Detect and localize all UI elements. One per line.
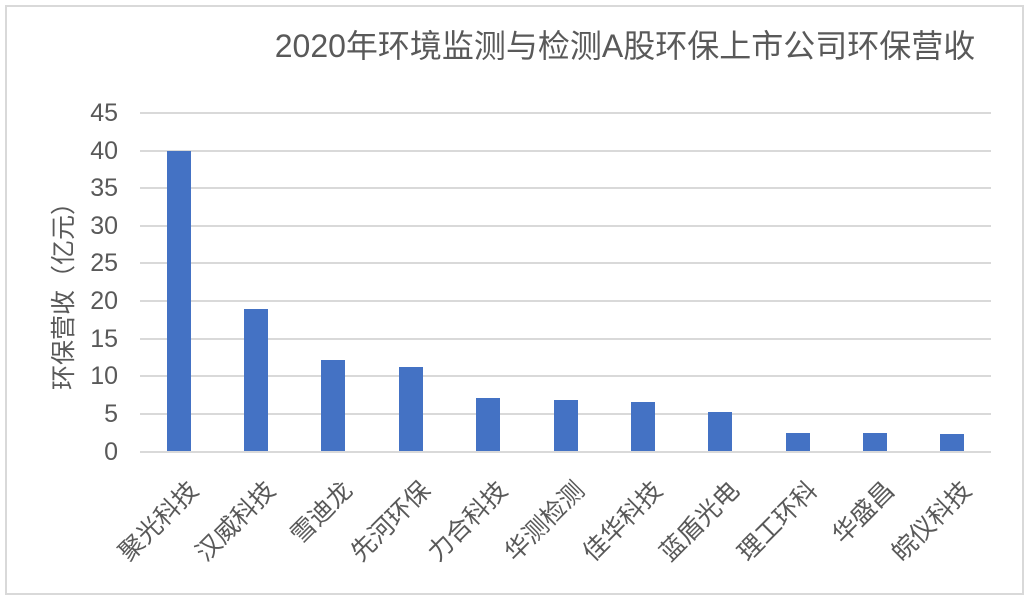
- y-tick-label: 5: [104, 399, 118, 428]
- x-category-label: 汉威科技: [190, 476, 282, 567]
- x-category-label: 先河环保: [345, 476, 436, 567]
- x-category-label: 聚光科技: [113, 476, 204, 567]
- gridline: [140, 337, 991, 340]
- gridline: [140, 300, 991, 303]
- gridline: [140, 149, 991, 152]
- x-category-label: 佳华科技: [577, 476, 668, 567]
- x-axis-line: [140, 450, 991, 453]
- y-tick-label: 0: [104, 437, 118, 466]
- bar: [785, 432, 810, 452]
- y-axis-title: 环保营收（亿元）: [50, 189, 78, 391]
- y-tick-label: 40: [90, 136, 118, 165]
- x-category-label: 理工环科: [732, 476, 823, 567]
- x-category-label: 华盛昌: [827, 476, 901, 550]
- gridline: [140, 112, 991, 114]
- y-tick-label: 15: [90, 324, 118, 353]
- gridline: [140, 187, 991, 190]
- bar: [708, 412, 733, 452]
- bar: [244, 309, 269, 452]
- bar: [630, 401, 655, 452]
- x-category-label: 力合科技: [422, 476, 514, 567]
- bar: [166, 150, 191, 452]
- y-tick-label: 30: [90, 211, 118, 240]
- chart-title: 2020年环境监测与检测A股环保上市公司环保营收: [274, 28, 976, 64]
- gridline: [140, 262, 991, 265]
- bar: [862, 433, 887, 452]
- x-category-label: 皖仪科技: [886, 476, 978, 567]
- y-tick-label: 25: [90, 249, 118, 278]
- bar: [321, 359, 346, 452]
- gridline: [140, 375, 991, 378]
- y-tick-label: 20: [90, 287, 118, 316]
- y-tick-label: 10: [90, 362, 118, 391]
- bar: [398, 367, 423, 452]
- bar: [553, 400, 578, 452]
- x-category-label: 蓝盾光电: [654, 476, 746, 567]
- y-tick-label: 45: [90, 99, 118, 127]
- bar: [476, 398, 501, 452]
- x-category-label: 雪迪龙: [285, 476, 359, 550]
- y-tick-label: 35: [90, 174, 118, 203]
- x-category-label: 华测检测: [500, 476, 591, 567]
- bar: [940, 434, 965, 452]
- gridline: [140, 224, 991, 227]
